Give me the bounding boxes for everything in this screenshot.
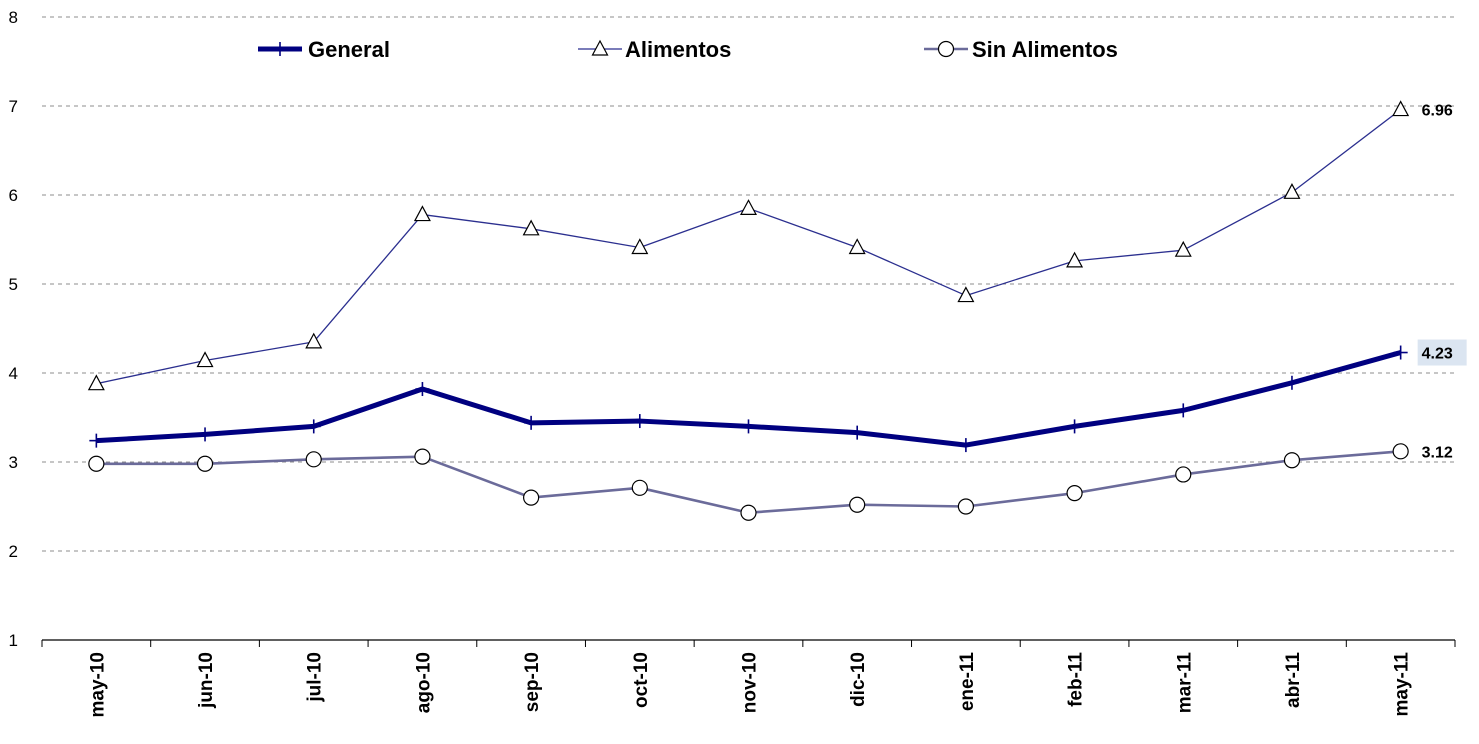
legend-item-sin-alimentos: Sin Alimentos <box>924 37 1118 62</box>
x-tick-label: jun-10 <box>196 652 217 709</box>
grid-lines <box>42 16 1455 552</box>
point-alimentos <box>522 219 540 236</box>
series-line-sin-alimentos <box>96 450 1401 515</box>
point-alimentos <box>87 374 105 391</box>
legend-marker-general <box>273 42 287 56</box>
legend-marker-alimentos <box>591 39 609 56</box>
legend-item-alimentos: Alimentos <box>578 37 731 62</box>
point-alimentos <box>1066 251 1084 268</box>
point-sin-alimentos <box>88 455 105 472</box>
legend-label-general: General <box>308 37 390 62</box>
point-alimentos <box>848 238 866 255</box>
y-tick-label: 8 <box>9 8 18 27</box>
y-tick-label: 6 <box>9 186 18 205</box>
end-label-bg-general <box>1417 339 1467 366</box>
x-tick-label: feb-11 <box>1066 652 1087 707</box>
point-general <box>1284 375 1299 390</box>
point-sin-alimentos <box>740 504 757 521</box>
point-general <box>524 415 539 430</box>
point-general <box>415 382 430 397</box>
x-tick-label: oct-10 <box>631 652 652 708</box>
x-tick-label: jul-10 <box>305 652 326 703</box>
point-alimentos <box>1392 100 1410 117</box>
point-sin-alimentos <box>1066 485 1083 502</box>
point-general <box>198 427 213 442</box>
point-sin-alimentos <box>631 479 648 496</box>
legend-label-alimentos: Alimentos <box>625 37 731 62</box>
y-tick-label: 4 <box>9 364 18 383</box>
point-general <box>632 414 647 429</box>
series-lines <box>87 100 1410 521</box>
point-general <box>1393 345 1408 360</box>
point-sin-alimentos <box>849 496 866 513</box>
point-alimentos <box>739 199 758 215</box>
point-sin-alimentos <box>196 455 214 472</box>
y-tick-label: 5 <box>9 275 18 294</box>
point-alimentos <box>631 238 649 255</box>
legend-label-sin-alimentos: Sin Alimentos <box>972 37 1118 62</box>
x-tick-label: mar-11 <box>1174 652 1195 714</box>
x-tick-label: dic-10 <box>848 652 869 707</box>
point-alimentos <box>1174 240 1192 257</box>
point-general <box>1067 419 1082 434</box>
legend: General Alimentos Sin Alimentos <box>258 37 1118 62</box>
point-alimentos <box>196 351 214 368</box>
end-label-alimentos: 6.96 <box>1422 103 1453 120</box>
x-tick-label: may-10 <box>87 652 108 718</box>
x-tick-label: ene-11 <box>957 652 978 712</box>
point-sin-alimentos <box>414 448 431 465</box>
point-sin-alimentos <box>1175 466 1192 483</box>
end-labels: 3.12 6.96 4.23 <box>1417 103 1467 461</box>
end-label-sin-alimentos: 3.12 <box>1422 444 1453 461</box>
point-sin-alimentos <box>305 451 322 468</box>
legend-item-general: General <box>258 37 390 62</box>
y-tick-label: 2 <box>9 542 18 561</box>
point-sin-alimentos <box>957 498 974 515</box>
x-tick-label: nov-10 <box>740 652 761 713</box>
axes: 1 2 3 4 5 6 7 8 may-10 jun-10 jul-10 ago-10 sep-10 oc… <box>9 8 1456 718</box>
point-general <box>306 419 321 434</box>
point-general <box>958 438 973 453</box>
y-tick-label: 7 <box>9 97 18 116</box>
x-tick-label: abr-11 <box>1283 652 1304 708</box>
x-tick-label: sep-10 <box>522 652 543 712</box>
y-tick-label: 1 <box>9 631 18 650</box>
x-tick-label: ago-10 <box>413 652 434 713</box>
point-general <box>1176 403 1191 418</box>
point-alimentos <box>413 205 431 222</box>
point-alimentos <box>1283 183 1301 199</box>
point-general <box>850 425 865 440</box>
point-alimentos <box>305 332 323 349</box>
legend-marker-sin-alimentos <box>937 40 955 58</box>
point-sin-alimentos <box>1392 443 1409 460</box>
point-sin-alimentos <box>523 489 540 506</box>
point-general <box>741 419 756 434</box>
point-alimentos <box>957 286 975 303</box>
y-tick-label: 3 <box>9 453 18 472</box>
x-tick-label: may-11 <box>1392 652 1413 717</box>
point-general <box>89 433 104 448</box>
end-label-general: 4.23 <box>1422 346 1453 363</box>
point-sin-alimentos <box>1283 452 1301 469</box>
series-line-alimentos <box>96 109 1402 385</box>
